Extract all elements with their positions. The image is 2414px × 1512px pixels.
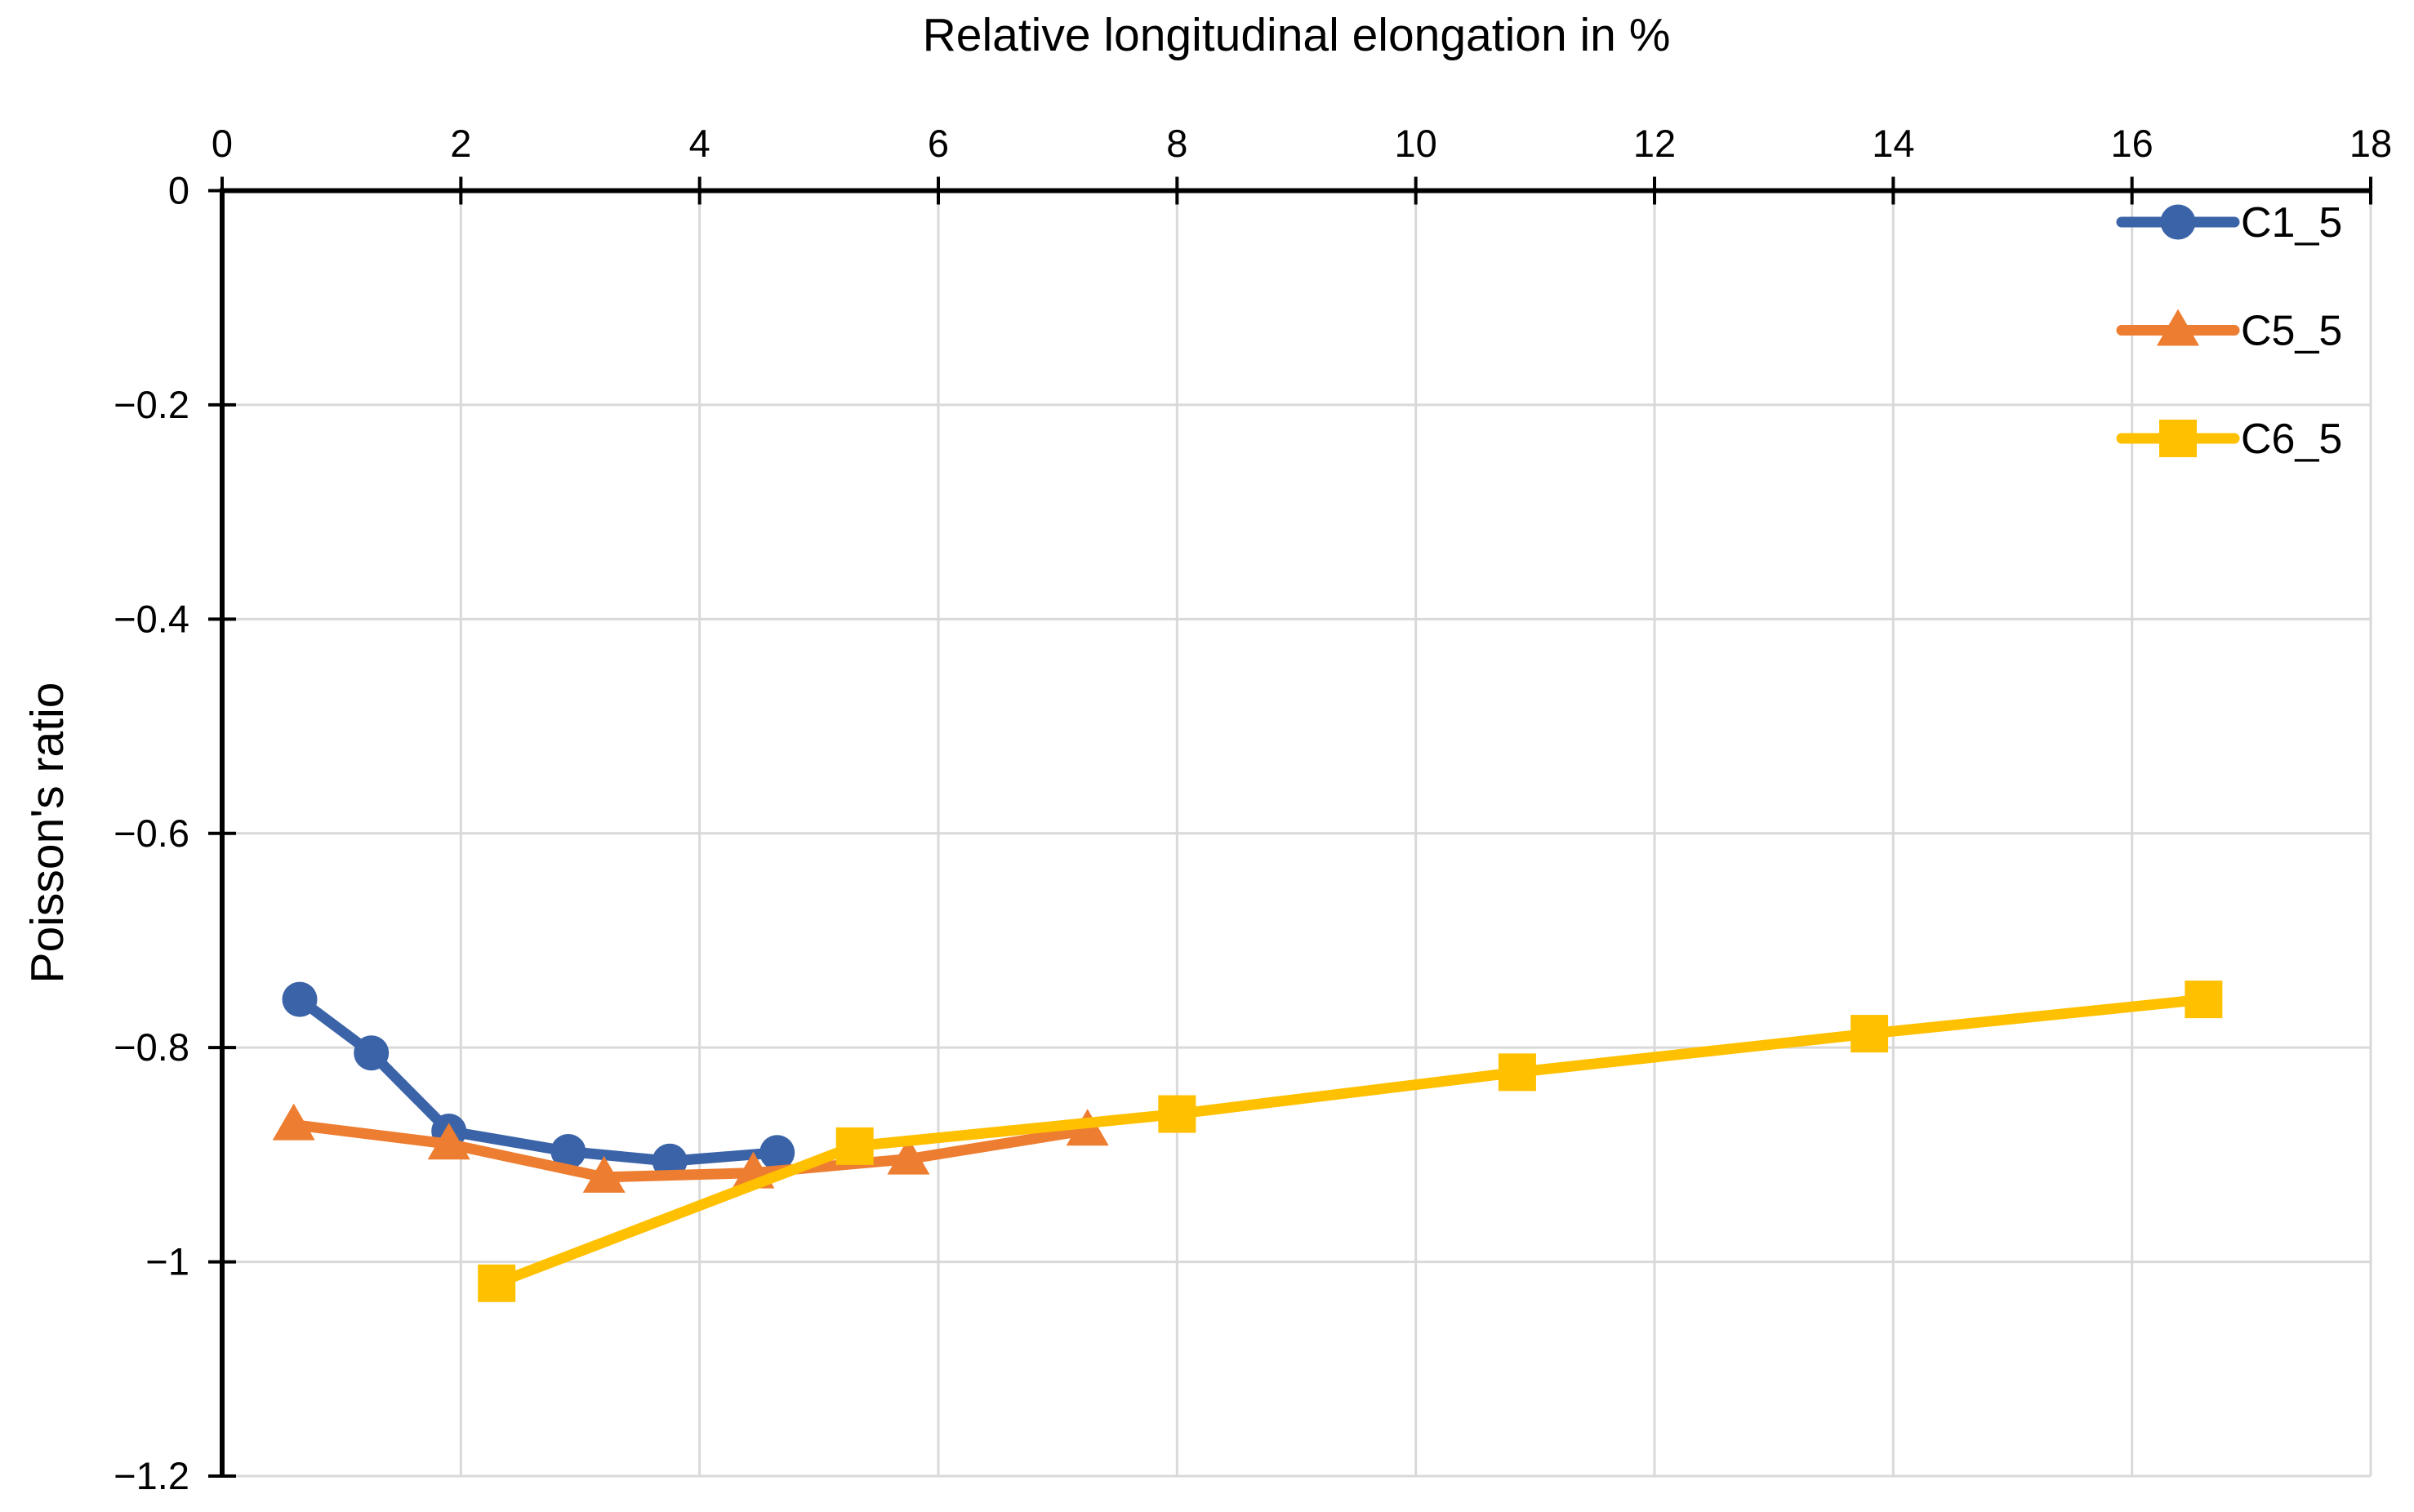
x-tick-label: 18 (2349, 122, 2392, 165)
data-point-marker (272, 1103, 315, 1141)
y-tick-label: −0.8 (114, 1025, 189, 1069)
data-point-marker (282, 981, 318, 1017)
x-tick-label: 6 (928, 122, 949, 165)
x-tick-label: 10 (1395, 122, 1437, 165)
y-tick-labels: 0 −0.2 −0.4 −0.6 −0.8 −1 −1.2 (114, 169, 189, 1498)
data-point-marker (1498, 1053, 1536, 1092)
data-point-marker (759, 1135, 795, 1171)
series-line (288, 1119, 1093, 1183)
series-line (491, 994, 2209, 1289)
legend-item-C5_5: C5_5 (2116, 308, 2342, 355)
y-tick-label: −1.2 (114, 1454, 189, 1497)
x-tick-label: 4 (689, 122, 710, 165)
data-point-marker (1851, 1015, 1889, 1053)
y-tick-label: −0.6 (114, 812, 189, 855)
x-tick-label: 0 (212, 122, 233, 165)
y-tick-label: 0 (168, 169, 189, 212)
data-point-marker (1158, 1095, 1196, 1133)
legend-item-C1_5: C1_5 (2116, 199, 2342, 247)
data-point-marker (427, 1123, 470, 1160)
legend-marker (2157, 309, 2199, 346)
legend-item-C6_5: C6_5 (2116, 416, 2342, 463)
chart-title: Relative longitudinal elongation in % (922, 9, 1671, 61)
data-point-marker (550, 1133, 586, 1169)
legend-marker (2159, 420, 2197, 457)
y-axis-title: Poisson's ratio (21, 682, 73, 984)
data-point-marker (887, 1137, 930, 1175)
data-point-marker (478, 1264, 516, 1302)
x-tick-label: 12 (1633, 122, 1676, 165)
data-point-marker (582, 1155, 626, 1193)
y-tick-label: −0.2 (114, 383, 189, 426)
series-C1_5 (282, 981, 795, 1179)
series-C5_5 (272, 1103, 1109, 1193)
legend-item-label: C1_5 (2241, 199, 2342, 247)
x-tick-label: 2 (450, 122, 471, 165)
legend-marker (2160, 204, 2196, 240)
x-tick-label: 14 (1872, 122, 1914, 165)
y-tick-label: −1 (145, 1240, 189, 1283)
x-tick-labels: 0 2 4 6 8 10 12 14 16 18 (212, 122, 2392, 165)
legend-item-label: C6_5 (2241, 416, 2342, 463)
x-tick-label: 8 (1166, 122, 1187, 165)
series-C6_5 (478, 981, 2223, 1302)
data-point-marker (835, 1127, 874, 1165)
ticks (208, 176, 2372, 1478)
gridlines (222, 190, 2372, 1478)
y-tick-label: −0.4 (114, 597, 189, 640)
legend-item-label: C5_5 (2241, 308, 2342, 355)
legend: C1_5 C5_5 C6_5 (2116, 199, 2342, 463)
data-point-marker (2185, 981, 2223, 1019)
data-point-marker (354, 1035, 390, 1071)
x-tick-label: 16 (2111, 122, 2153, 165)
